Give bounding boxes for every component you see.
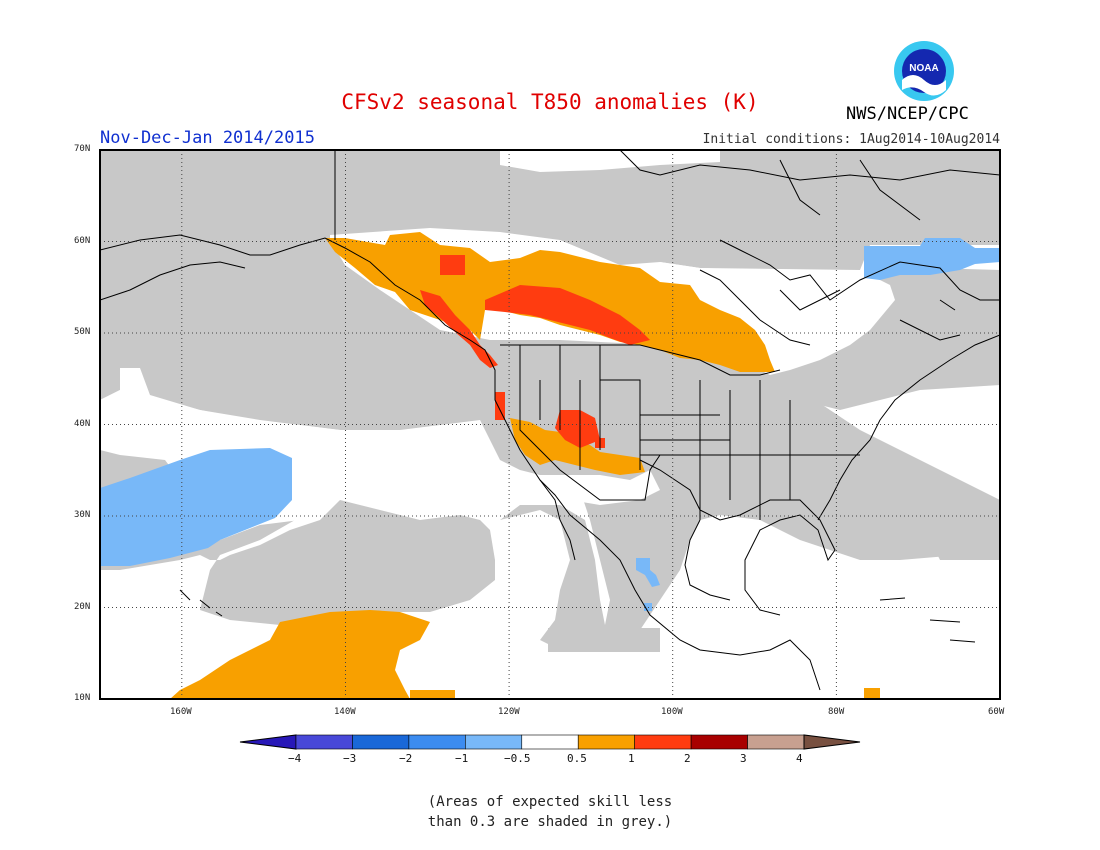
forecast-period: Nov-Dec-Jan 2014/2015 [100,128,315,148]
colorbar-label: −3 [343,752,357,765]
colorbar-label: −2 [399,752,413,765]
footnote-line-1: (Areas of expected skill less [427,794,673,810]
lon-label-140w: 140W [334,707,356,717]
coastlines-and-borders [100,150,1000,691]
lat-label-10n: 10N [74,693,91,703]
colorbar-swatch [295,734,353,750]
colorbar-label: 4 [796,752,803,765]
colorbar-label: −1 [455,752,469,765]
colorbar-swatch [803,734,861,750]
lon-label-160w: 160W [170,707,192,717]
colorbar-swatch [408,734,466,750]
lon-label-80w: 80W [828,707,845,717]
lon-label-100w: 100W [661,707,683,717]
lon-label-120w: 120W [498,707,520,717]
colorbar-swatch [634,734,692,750]
footnote-line-2: than 0.3 are shaded in grey.) [427,814,673,830]
negative-anomaly-areas [100,238,1000,611]
colorbar-label: 0.5 [567,752,587,765]
colorbar-swatch [465,734,523,750]
positive-anomaly-areas-strong [420,255,650,448]
chart-title: CFSv2 seasonal T850 anomalies (K) [341,90,759,114]
colorbar-swatch [239,734,297,750]
footnote: (Areas of expected skill less than 0.3 a… [0,792,1100,832]
colorbar-label: 3 [740,752,747,765]
colorbar-swatch [521,734,579,750]
lat-label-60n: 60N [74,236,91,246]
lat-label-70n: 70N [74,144,91,154]
low-skill-grey-areas [100,150,1000,652]
colorbar-label: −0.5 [504,752,531,765]
colorbar [239,734,861,750]
noaa-logo-text: NOAA [909,63,938,74]
colorbar-label: 1 [628,752,635,765]
colorbar-label: 2 [684,752,691,765]
colorbar-swatch [747,734,805,750]
lat-label-20n: 20N [74,602,91,612]
plot-frame [99,149,1001,700]
colorbar-swatch [577,734,635,750]
colorbar-swatch [690,734,748,750]
noaa-logo: NOAA [894,41,954,101]
initial-conditions: Initial conditions: 1Aug2014-10Aug2014 [702,132,1000,147]
colorbar-label: −4 [288,752,302,765]
lon-label-60w: 60W [988,707,1005,717]
colorbar-swatch [352,734,410,750]
lat-label-50n: 50N [74,327,91,337]
lat-label-40n: 40N [74,419,91,429]
lat-label-30n: 30N [74,510,91,520]
agency-label: NWS/NCEP/CPC [846,104,969,124]
